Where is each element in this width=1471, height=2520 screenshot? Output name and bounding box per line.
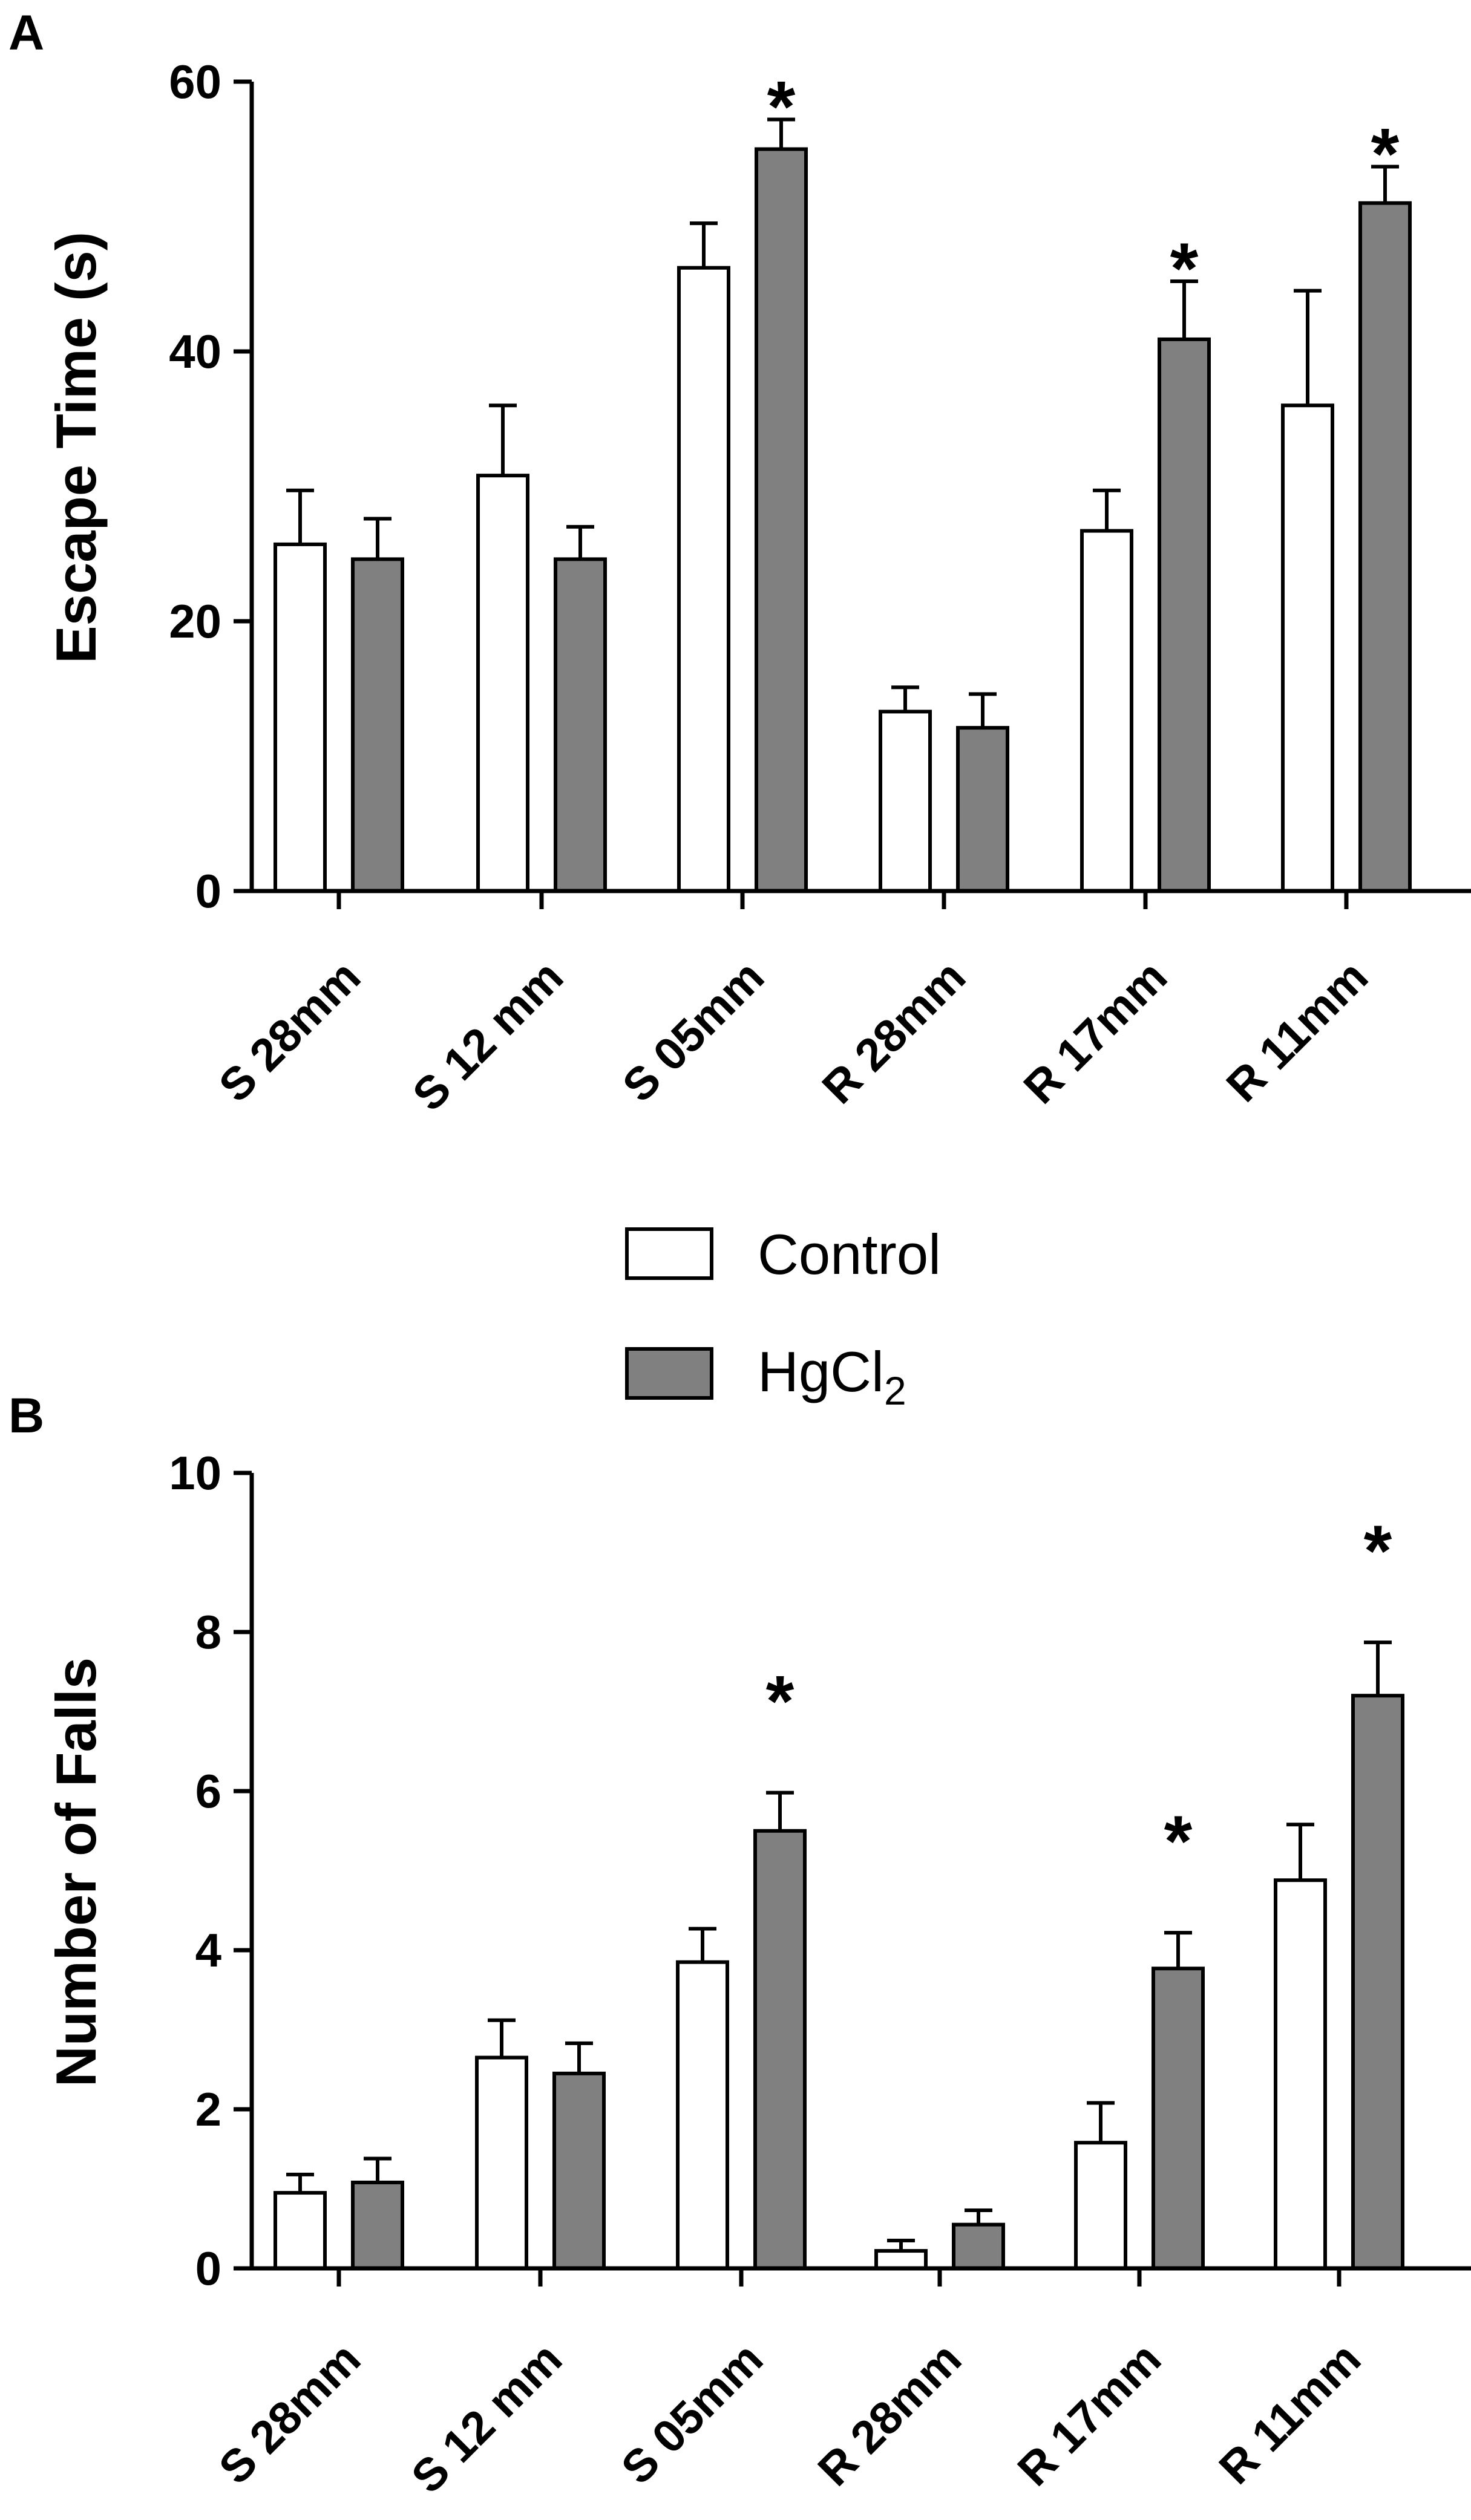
panel-a-control-bar-1 — [274, 542, 327, 893]
panel-a-label: A — [8, 5, 44, 60]
panel-a-y-tick-label-2: 20 — [169, 595, 221, 648]
legend: Control HgCl2 — [625, 1222, 941, 1413]
panel-b-y-tick-label-4: 6 — [195, 1764, 221, 1818]
panel-b-hgcl2-bar-6 — [1351, 1694, 1404, 2270]
panel-a-hgcl2-bar-6 — [1358, 201, 1412, 893]
panel-b-bars: * * * — [274, 1510, 1404, 2271]
panel-b-control-bar-4 — [874, 2249, 928, 2271]
panel-b-y-tick-label-6: 10 — [169, 1446, 221, 1500]
panel-b-hgcl2-bar-1 — [351, 2180, 404, 2270]
panel-a-control-bar-3 — [677, 266, 730, 893]
legend-control-swatch — [625, 1227, 713, 1280]
panel-b-label: B — [8, 1388, 44, 1443]
panel-b-significance-1: * — [766, 1661, 794, 1742]
panel-a-control-bar-4 — [879, 710, 932, 893]
panel-a-hgcl2-bar-5 — [1158, 337, 1211, 893]
panel-b-control-bar-2 — [475, 2055, 528, 2270]
panel-b-category-label-6: R 11mm — [1210, 2333, 1371, 2494]
panel-a: A Escape Time (s) * * * 0 20 40 60 S 28mm S 12 … — [8, 5, 1471, 1121]
panel-a-hgcl2-bar-3 — [755, 147, 808, 893]
panel-a-significance-1: * — [767, 66, 796, 147]
panel-b-significance-3: * — [1364, 1510, 1392, 1591]
panel-a-hgcl2-bar-2 — [554, 557, 607, 893]
panel-a-y-tick-label-3: 40 — [169, 325, 221, 378]
legend-control-label: Control — [758, 1222, 941, 1286]
panel-a-category-label-5: R 17mm — [1014, 951, 1177, 1114]
panel-b: B Number of Falls * * * 0 2 4 6 8 10 S 28mm S 12 … — [8, 1388, 1471, 2503]
panel-b-control-bar-5 — [1074, 2141, 1127, 2270]
panel-a-category-label-4: R 28mm — [813, 951, 975, 1114]
panel-b-category-label-5: R 17mm — [1008, 2333, 1171, 2496]
panel-a-y-axis-title: Escape Time (s) — [44, 232, 108, 664]
panel-b-y-tick-label-5: 8 — [195, 1605, 221, 1659]
panel-a-y-tick-label-4: 60 — [169, 55, 221, 108]
panel-a-category-label-6: R 11mm — [1217, 951, 1378, 1112]
panel-a-y-tick-label-1: 0 — [195, 864, 221, 918]
panel-b-category-label-4: R 28mm — [808, 2333, 971, 2496]
panel-a-category-label-3: S 05mm — [613, 951, 774, 1112]
panel-b-y-tick-label-3: 4 — [195, 1924, 221, 1977]
panel-b-y-tick-label-1: 0 — [195, 2242, 221, 2295]
panel-a-control-bar-6 — [1281, 403, 1334, 893]
panel-b-control-bar-6 — [1274, 1878, 1327, 2270]
legend-hgcl2-swatch — [625, 1347, 713, 1400]
panel-b-y-axis-title: Number of Falls — [44, 1657, 108, 2087]
legend-hgcl2-label-subscript: 2 — [884, 1368, 906, 1413]
panel-b-hgcl2-bar-3 — [753, 1829, 807, 2270]
panel-a-hgcl2-bar-1 — [351, 557, 404, 893]
panel-b-category-label-3: S 05mm — [612, 2333, 773, 2494]
panel-b-category-label-1: S 28mm — [209, 2333, 370, 2494]
panel-b-hgcl2-bar-4 — [952, 2222, 1005, 2271]
panel-a-hgcl2-bar-4 — [956, 726, 1009, 893]
panel-a-category-label-2: S 12 mm — [403, 951, 573, 1121]
panel-b-category-label-2: S 12 mm — [402, 2333, 572, 2503]
legend-hgcl2-label: HgCl2 — [758, 1340, 906, 1413]
panel-b-hgcl2-bar-2 — [552, 2071, 606, 2270]
panel-b-y-tick-label-2: 2 — [195, 2083, 221, 2136]
panel-a-significance-2: * — [1170, 228, 1199, 309]
panel-a-control-bar-5 — [1080, 529, 1133, 893]
panel-a-category-label-1: S 28mm — [209, 951, 370, 1112]
legend-hgcl2-label-main: HgCl — [758, 1340, 884, 1403]
panel-b-hgcl2-bar-5 — [1152, 1967, 1205, 2271]
panel-b-control-bar-3 — [676, 1960, 729, 2271]
panel-a-bars: * * * — [274, 66, 1412, 893]
panel-b-control-bar-1 — [274, 2191, 327, 2270]
panel-a-control-bar-2 — [476, 474, 529, 893]
panel-b-significance-2: * — [1164, 1801, 1193, 1882]
panel-a-significance-3: * — [1371, 113, 1400, 194]
